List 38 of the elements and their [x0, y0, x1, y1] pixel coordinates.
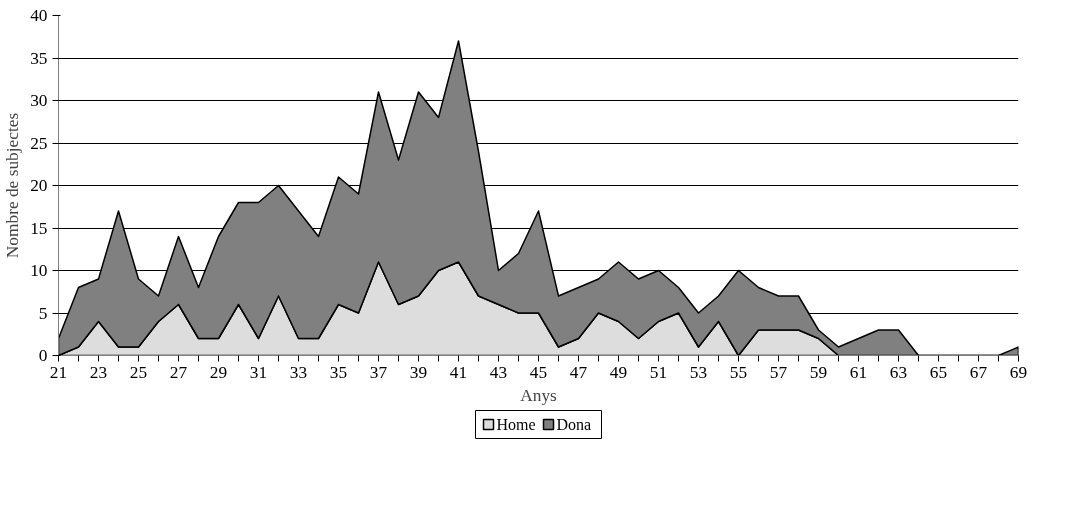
- x-tick-label: 21: [49, 362, 68, 382]
- x-tick-label: 23: [89, 362, 108, 382]
- x-tick-label: 53: [689, 362, 708, 382]
- x-tick-label: 49: [609, 362, 628, 382]
- x-tick-label: 27: [169, 362, 188, 382]
- y-tick-label: 10: [30, 261, 48, 280]
- y-tick-label: 0: [38, 346, 48, 365]
- x-tick-label: 59: [809, 362, 828, 382]
- y-axis-title: Nombre de subjectes: [3, 112, 23, 259]
- y-tick-label: 15: [30, 218, 48, 238]
- y-tick-label: 30: [30, 91, 48, 110]
- x-tick-label: 43: [489, 362, 508, 382]
- x-tick-label: 45: [529, 362, 548, 382]
- x-tick-label: 37: [369, 362, 388, 382]
- x-tick-label: 35: [329, 362, 348, 382]
- x-axis-title: Anys: [520, 385, 558, 405]
- x-tick-label: 61: [849, 362, 868, 382]
- x-tick-label: 47: [569, 362, 588, 382]
- legend-label: Dona: [556, 416, 592, 433]
- x-tick-label: 67: [969, 362, 988, 382]
- y-tick-label: 25: [30, 133, 48, 153]
- x-tick-label: 29: [209, 362, 228, 382]
- y-tick-label: 35: [30, 48, 48, 68]
- y-tick-label: 40: [30, 6, 48, 25]
- x-tick-label: 57: [769, 362, 788, 382]
- x-tick-label: 33: [289, 362, 308, 382]
- x-tick-label: 39: [409, 362, 428, 382]
- legend-label: Home: [496, 416, 536, 433]
- x-tick-label: 65: [929, 362, 948, 382]
- y-tick-label: 5: [38, 303, 48, 323]
- x-tick-label: 55: [729, 362, 748, 382]
- x-tick-label: 51: [649, 362, 668, 382]
- x-tick-label: 63: [889, 362, 908, 382]
- x-tick-label: 41: [449, 362, 468, 382]
- x-tick-label: 31: [249, 362, 268, 382]
- x-tick-label: 69: [1009, 362, 1028, 382]
- x-tick-label: 25: [129, 362, 148, 382]
- y-tick-label: 20: [30, 176, 48, 195]
